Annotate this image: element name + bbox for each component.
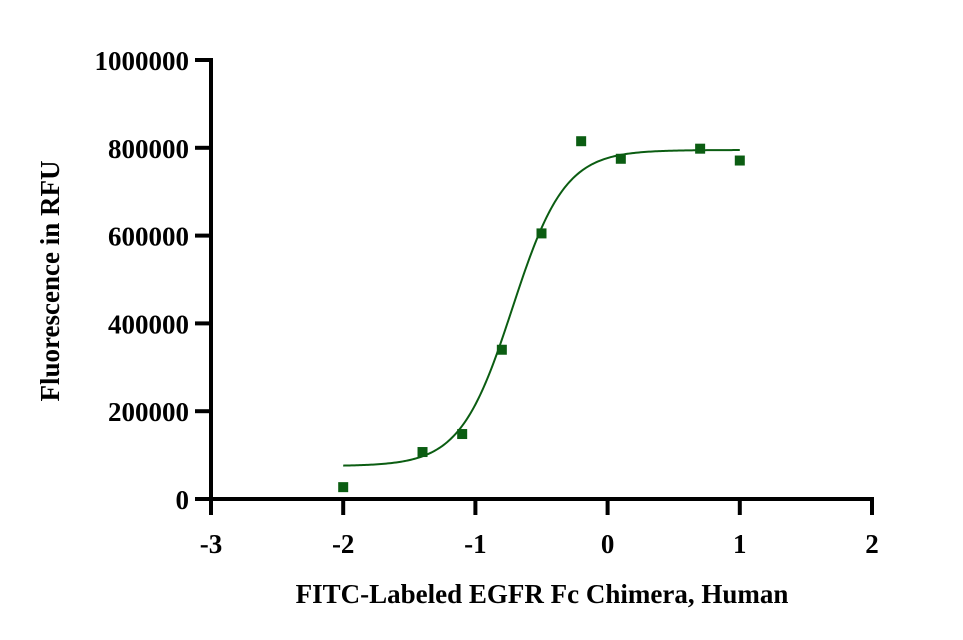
x-tick-label: 2 [865,529,879,559]
fit-curve [343,149,740,467]
data-point [417,447,428,458]
fit-curve-group [343,149,740,467]
x-tick-label: -2 [332,529,355,559]
data-point [615,153,626,164]
y-tick-label: 1000000 [95,46,190,76]
y-tick-label: 0 [176,485,190,515]
data-point [496,344,507,355]
data-point [734,155,745,166]
data-point [695,143,706,154]
x-axis-title: FITC-Labeled EGFR Fc Chimera, Human [296,579,789,609]
data-point [536,228,547,239]
x-tick-label: 1 [733,529,747,559]
y-tick-label: 600000 [108,222,189,252]
data-point [338,482,349,493]
tick-labels: -3 -2 -1 0 1 2 0 200000 400000 600000 800000 100000… [95,46,879,559]
y-axis-title: Fluorescence in RFU [35,161,65,402]
x-tick-label: -3 [200,529,223,559]
y-tick-label: 200000 [108,397,189,427]
y-tick-label: 800000 [108,134,189,164]
x-tick-label: 0 [601,529,615,559]
axes [195,58,874,515]
y-tick-label: 400000 [108,309,189,339]
data-point [576,136,587,147]
x-tick-label: -1 [464,529,487,559]
data-points [338,136,745,493]
data-point [457,429,468,440]
